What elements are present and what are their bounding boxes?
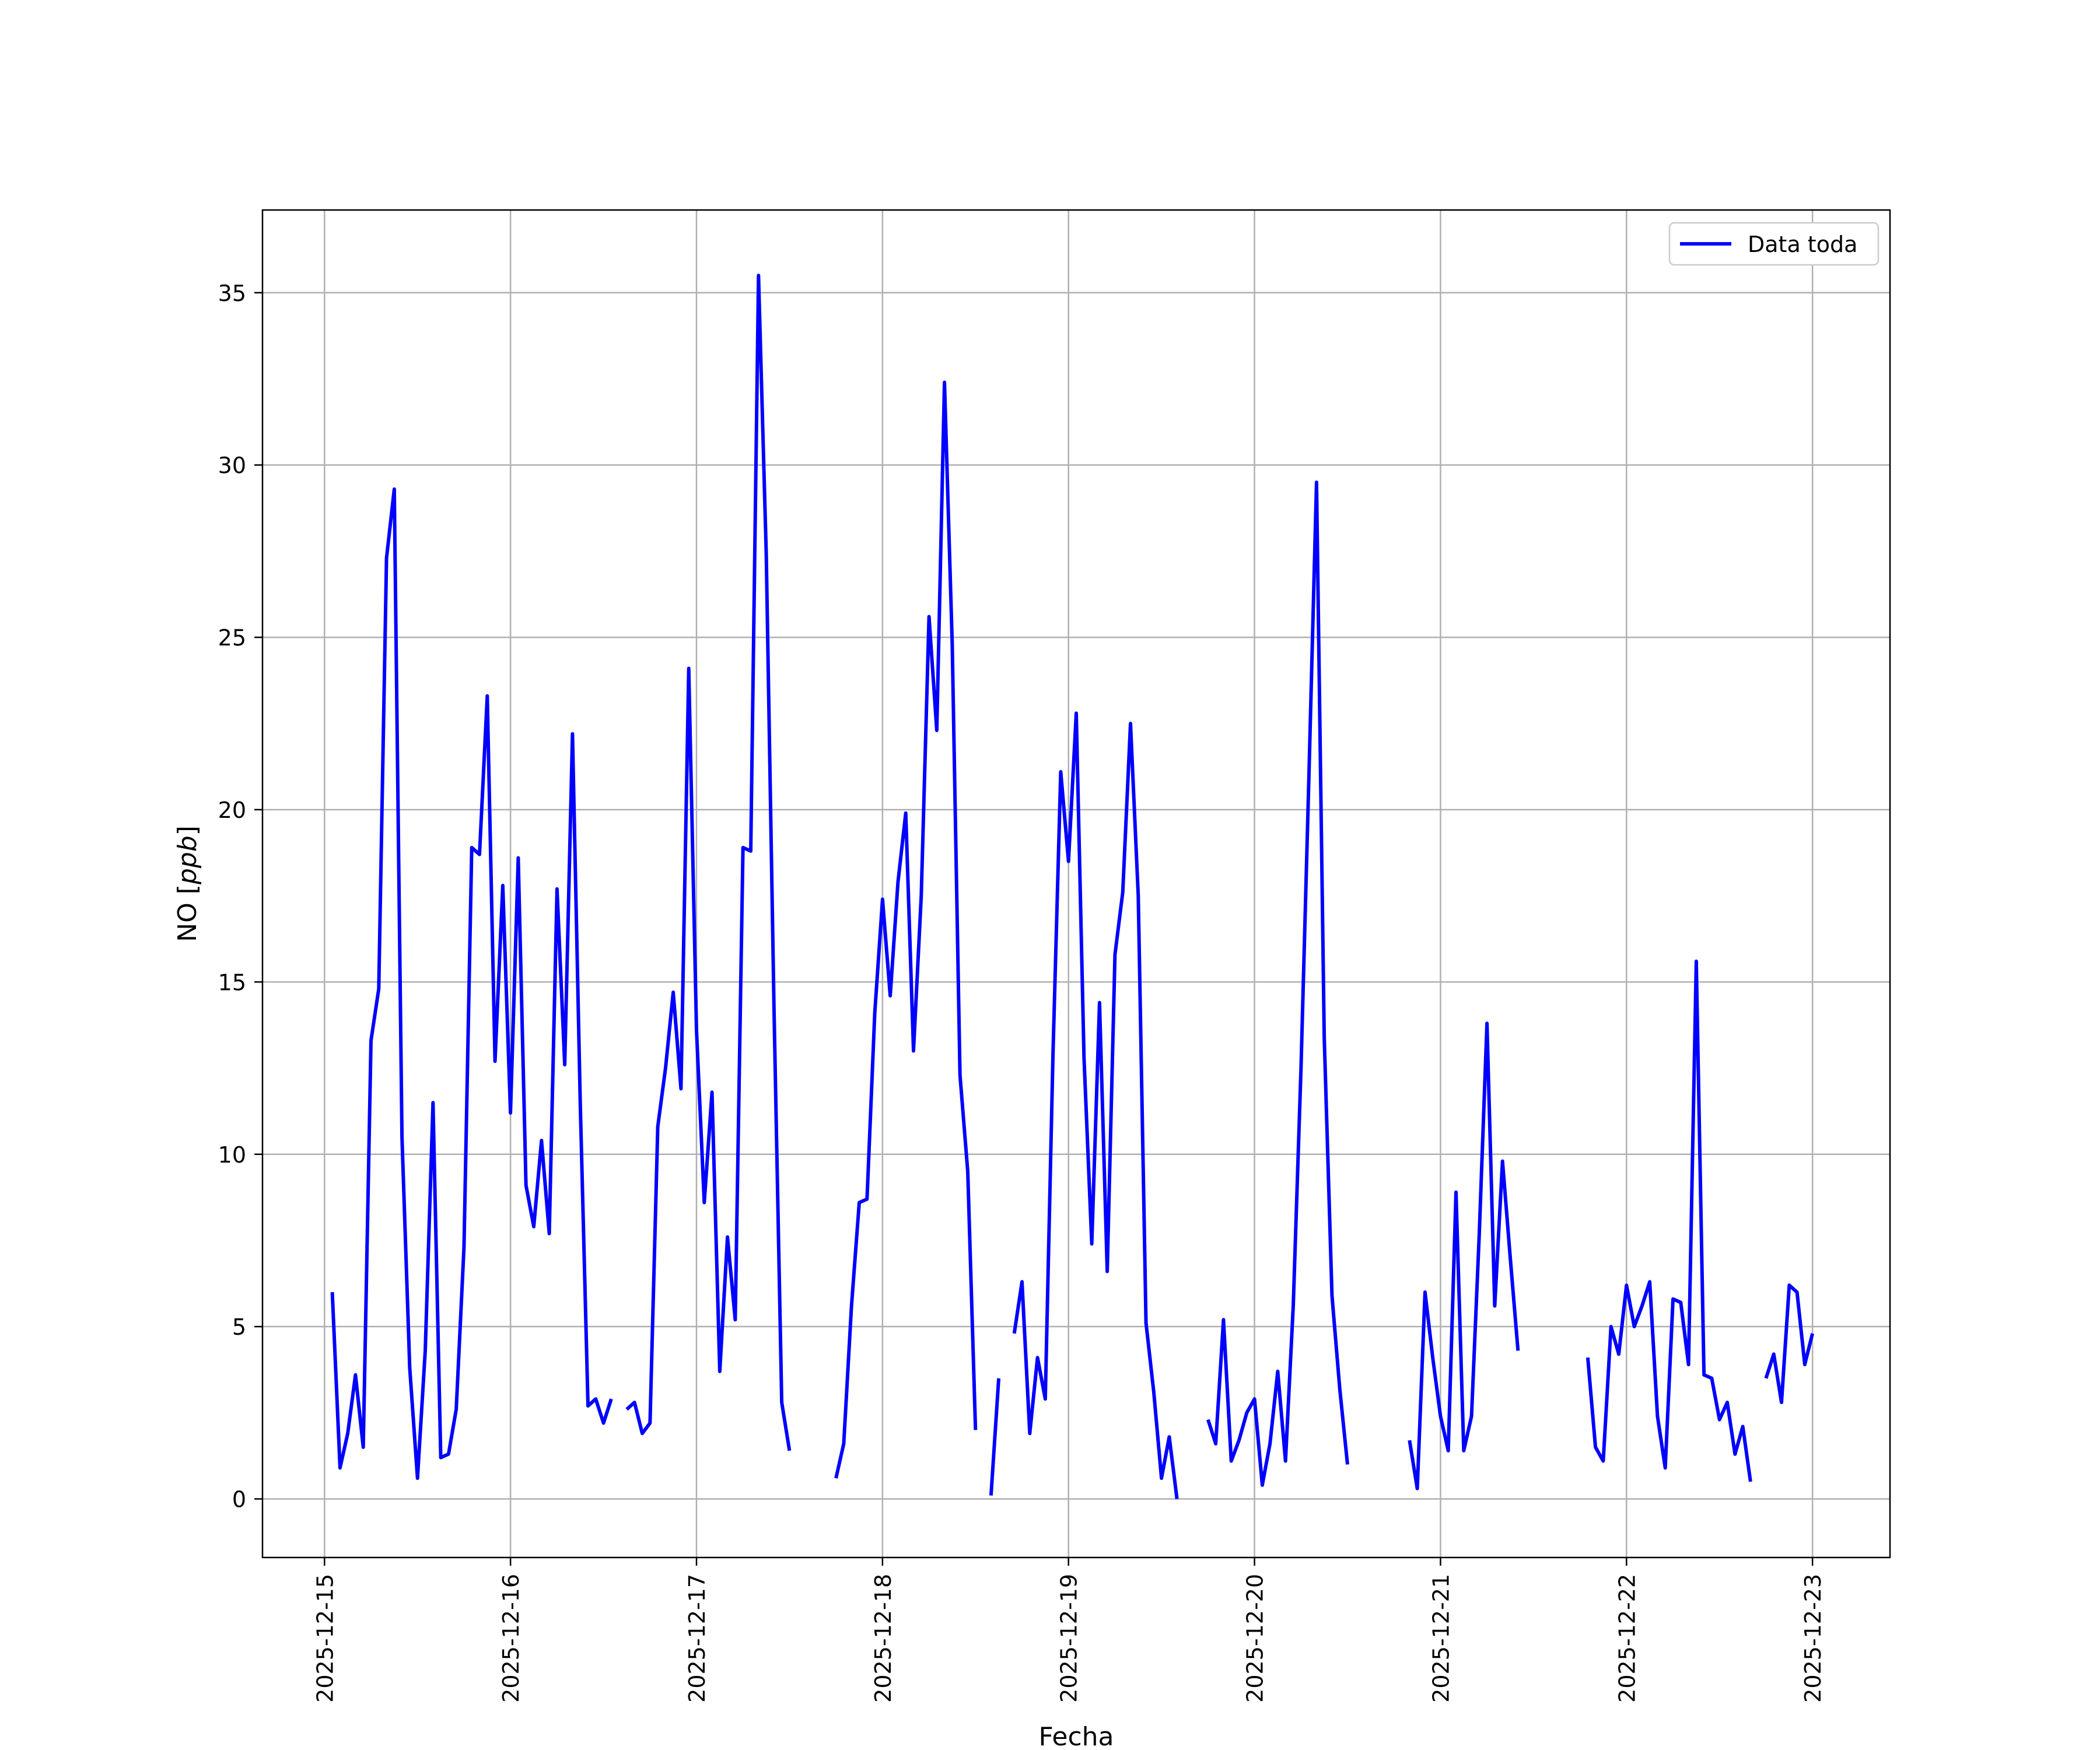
y-axis-label-suffix: ] — [173, 825, 202, 835]
axis-ticks: 2025-12-15 2025-12-16 2025-12-17 2025-12-18… — [218, 281, 1826, 1703]
x-tick-label: 2025-12-18 — [870, 1574, 896, 1703]
y-tick-label: 5 — [232, 1314, 246, 1340]
series-line-segment — [834, 380, 978, 1479]
plot-background — [262, 210, 1890, 1558]
series-line-segment — [330, 487, 613, 1480]
plot-area — [261, 209, 1891, 1559]
y-tick-label: 25 — [218, 625, 246, 651]
series-line-segment — [1012, 711, 1179, 1499]
y-axis-label: NO [ppb] — [173, 825, 202, 942]
series-line-segment — [1764, 1283, 1815, 1405]
grid — [262, 210, 1890, 1558]
x-tick-label: 2025-12-17 — [684, 1574, 710, 1703]
x-tick-label: 2025-12-20 — [1242, 1574, 1268, 1703]
y-tick-label: 20 — [218, 797, 246, 823]
series-data-toda — [330, 274, 1815, 1499]
x-tick-label: 2025-12-21 — [1428, 1574, 1454, 1703]
series-line-segment — [1408, 1021, 1520, 1490]
legend-label: Data toda — [1748, 232, 1857, 257]
y-tick-label: 30 — [218, 453, 246, 478]
x-tick-label: 2025-12-16 — [498, 1574, 524, 1703]
y-tick-label: 0 — [232, 1487, 246, 1513]
y-axis-label-unit: ppb — [173, 835, 202, 885]
legend-box — [1668, 222, 1880, 266]
x-tick-label: 2025-12-15 — [312, 1574, 338, 1703]
y-axis-label-prefix: NO [ — [173, 884, 202, 942]
series-line-segment — [1586, 959, 1752, 1482]
x-tick-label: 2025-12-22 — [1614, 1574, 1640, 1703]
y-tick-label: 10 — [218, 1142, 246, 1168]
plot-frame — [261, 209, 1891, 1559]
x-axis-label: Fecha — [1038, 1722, 1114, 1750]
series-line-segment — [989, 1378, 1001, 1496]
x-tick-label: 2025-12-23 — [1800, 1574, 1826, 1703]
y-tick-label: 15 — [218, 970, 246, 995]
y-tick-label: 35 — [218, 281, 246, 306]
series-line-segment — [1206, 480, 1349, 1487]
x-tick-label: 2025-12-19 — [1056, 1574, 1082, 1703]
legend: Data toda — [1668, 222, 1880, 266]
series-line-segment — [625, 274, 792, 1451]
